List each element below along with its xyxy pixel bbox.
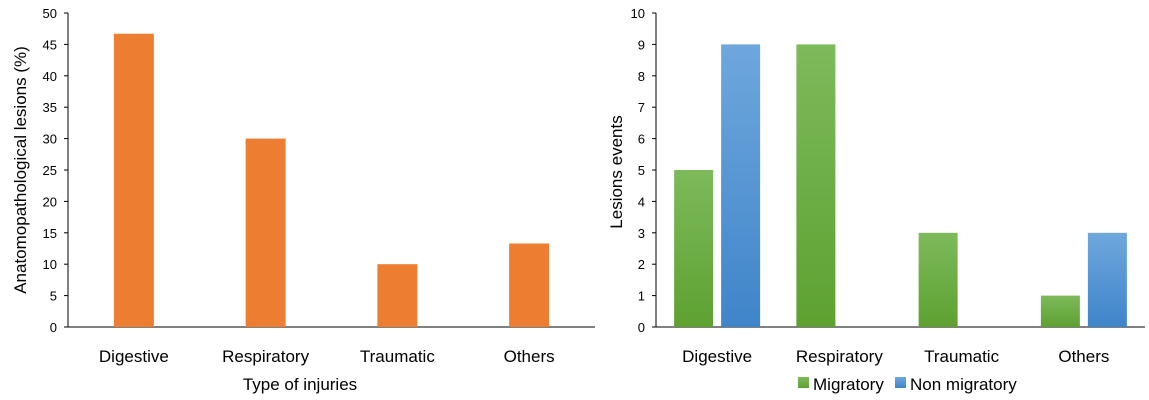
right-chart-ytick-label: 2 bbox=[638, 257, 645, 272]
left-chart: 0 5 10 15 20 25 30 35 40 45 50 Digestive Respiratory… bbox=[11, 6, 595, 394]
left-chart-bar bbox=[377, 264, 418, 327]
left-chart-category-label: Respiratory bbox=[222, 347, 309, 366]
right-chart-marks: 0 1 2 3 4 5 6 7 8 9 10 Digestive Respiratory Traumati… bbox=[631, 6, 1145, 366]
left-chart-ytick-label: 20 bbox=[43, 194, 57, 209]
left-chart-ytick-label: 45 bbox=[43, 37, 57, 52]
left-chart-category-label: Digestive bbox=[99, 347, 169, 366]
legend-label-migratory: Migratory bbox=[813, 375, 884, 394]
left-chart-bar bbox=[245, 138, 286, 327]
right-chart-bar bbox=[1087, 232, 1127, 327]
left-chart-ytick-label: 5 bbox=[50, 289, 57, 304]
left-chart-bar bbox=[509, 243, 550, 327]
left-chart-marks: 0 5 10 15 20 25 30 35 40 45 50 Digestive Respiratory… bbox=[43, 6, 595, 366]
right-chart-category-label: Others bbox=[1058, 347, 1109, 366]
right-chart-ytick-label: 7 bbox=[638, 100, 645, 115]
left-chart-ytick-label: 50 bbox=[43, 6, 57, 21]
left-chart-ytick-label: 35 bbox=[43, 100, 57, 115]
legend-label-non-migratory: Non migratory bbox=[910, 375, 1017, 394]
left-chart-ytick-label: 15 bbox=[43, 226, 57, 241]
left-chart-xlabel: Type of injuries bbox=[243, 375, 357, 394]
right-chart-legend: Migratory Non migratory bbox=[798, 375, 1017, 394]
right-chart-ytick-label: 4 bbox=[638, 194, 645, 209]
right-chart-bar bbox=[796, 44, 836, 328]
legend-swatch-non-migratory bbox=[895, 377, 906, 388]
right-chart-category-label: Digestive bbox=[682, 347, 752, 366]
left-chart-category-label: Others bbox=[504, 347, 555, 366]
left-chart-ytick-label: 0 bbox=[50, 320, 57, 335]
right-chart: 0 1 2 3 4 5 6 7 8 9 10 Digestive Respiratory Traumati… bbox=[607, 6, 1145, 394]
right-chart-ytick-label: 5 bbox=[638, 163, 645, 178]
right-chart-ytick-label: 6 bbox=[638, 132, 645, 147]
left-chart-bar bbox=[113, 33, 154, 327]
left-chart-ylabel: Anatomopathological lesions (%) bbox=[11, 46, 30, 294]
right-chart-bar bbox=[721, 44, 761, 328]
right-chart-ytick-label: 1 bbox=[638, 289, 645, 304]
left-chart-category-label: Traumatic bbox=[360, 347, 435, 366]
left-chart-ytick-label: 30 bbox=[43, 132, 57, 147]
right-chart-ytick-label: 8 bbox=[638, 69, 645, 84]
right-chart-ytick-label: 9 bbox=[638, 37, 645, 52]
right-chart-bar bbox=[918, 232, 958, 327]
left-chart-ytick-label: 40 bbox=[43, 69, 57, 84]
right-chart-ytick-label: 10 bbox=[631, 6, 645, 21]
right-chart-ytick-label: 0 bbox=[638, 320, 645, 335]
right-chart-ytick-label: 3 bbox=[638, 226, 645, 241]
right-chart-category-label: Respiratory bbox=[796, 347, 883, 366]
left-chart-ytick-label: 25 bbox=[43, 163, 57, 178]
right-chart-bar bbox=[674, 170, 714, 327]
left-chart-ytick-label: 10 bbox=[43, 257, 57, 272]
right-chart-ylabel: Lesions events bbox=[607, 115, 626, 228]
right-chart-bar bbox=[1040, 295, 1080, 327]
legend-swatch-migratory bbox=[798, 377, 809, 388]
right-chart-category-label: Traumatic bbox=[924, 347, 999, 366]
